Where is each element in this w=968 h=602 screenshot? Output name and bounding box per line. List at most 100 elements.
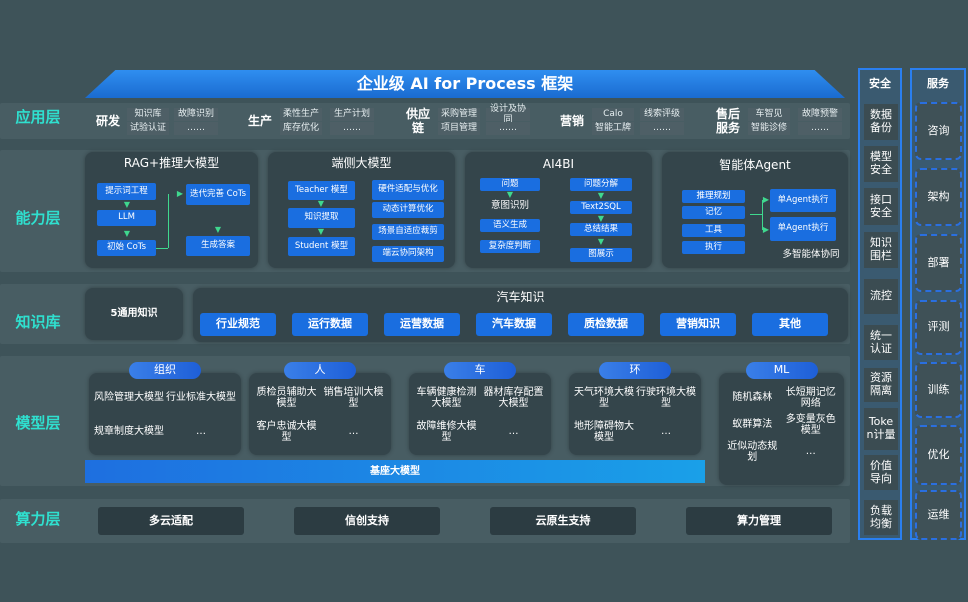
model-item[interactable]: 质检员辅助大模型 [256,386,317,410]
knowledge-item[interactable]: 汽车数据 [476,313,552,336]
app-cell[interactable]: 项目管理 [438,122,480,135]
ai4bi-step[interactable]: 总结结果 [570,223,632,236]
app-cell[interactable]: 库存优化 [280,122,322,135]
app-cell[interactable]: 知识库 [127,108,169,121]
knowledge-item[interactable]: 行业规范 [200,313,276,336]
rag-step[interactable]: 提示词工程 [97,183,156,200]
edge-step[interactable]: 动态计算优化 [372,202,444,218]
agent-step[interactable]: 执行 [682,241,745,254]
model-item[interactable]: … [348,426,359,438]
security-item[interactable]: 流控 [864,279,898,314]
service-item[interactable]: 咨询 [915,102,962,160]
compute-item[interactable]: 算力管理 [686,507,832,535]
knowledge-item[interactable]: 运营数据 [384,313,460,336]
app-cell[interactable]: 故障预警 [798,108,842,121]
app-cell[interactable]: 线索评级 [640,108,684,121]
security-item[interactable]: 模型安全 [864,146,898,182]
model-tag-3[interactable]: 环 [599,362,671,379]
model-item[interactable]: 客户忠诚大模型 [256,420,317,444]
app-cell[interactable]: 试验认证 [127,122,169,135]
service-item[interactable]: 架构 [915,168,962,226]
service-item[interactable]: 训练 [915,362,962,418]
model-item[interactable]: 地形障碍物大模型 [574,420,634,444]
knowledge-item[interactable]: 质检数据 [568,313,644,336]
ai4bi-step[interactable]: 语义生成 [480,219,540,232]
app-cell[interactable]: 车智见 [748,108,790,121]
security-item[interactable]: 数据备份 [864,104,898,140]
knowledge-item[interactable]: 运行数据 [292,313,368,336]
model-item[interactable]: … [661,426,671,438]
agent-step[interactable]: 单Agent执行 [770,217,836,241]
base-model-bar[interactable]: 基座大模型 [85,460,705,483]
compute-item[interactable]: 云原生支持 [490,507,636,535]
model-item[interactable]: 多变量灰色模型 [785,413,836,437]
edge-step[interactable]: Teacher 模型 [288,181,355,200]
rag-step[interactable]: 初始 CoTs [97,240,156,256]
model-item[interactable]: 随机森林 [732,392,773,404]
security-item[interactable]: 接口安全 [864,188,898,225]
service-item[interactable]: 评测 [915,300,962,355]
edge-step[interactable]: 端云协同架构 [372,246,444,262]
agent-step[interactable]: 推理规划 [682,190,745,203]
model-item[interactable]: 规章制度大模型 [94,426,164,438]
edge-step[interactable]: 场景自适应裁剪 [372,224,444,240]
ai4bi-step[interactable]: Text2SQL [570,201,632,214]
security-item[interactable]: 统一认证 [864,325,898,360]
security-item[interactable]: 资源隔离 [864,368,898,402]
model-item[interactable]: 风险管理大模型 [94,392,164,404]
service-item[interactable]: 运维 [915,490,962,540]
model-tag-1[interactable]: 人 [284,362,356,379]
app-cell[interactable]: 智能工牌 [592,122,634,135]
ai4bi-step[interactable]: 问题 [480,178,540,191]
model-tag-4[interactable]: ML [745,362,818,379]
knowledge-item[interactable]: 其他 [752,313,828,336]
model-item[interactable]: 天气环境大模型 [574,386,634,410]
app-cell[interactable]: 采购管理 [438,108,480,121]
app-cell[interactable]: …… [486,122,530,135]
model-item[interactable]: 蚁群算法 [732,419,773,431]
app-cell[interactable]: …… [330,122,374,135]
model-item[interactable]: … [805,446,816,458]
app-cell[interactable]: 故障识别 [174,108,218,121]
model-item[interactable]: 长短期记忆网络 [785,386,836,410]
app-cell[interactable]: …… [798,122,842,135]
rag-step[interactable]: LLM [97,210,156,226]
model-tag-0[interactable]: 组织 [129,362,201,379]
ai4bi-step[interactable]: 图展示 [570,248,632,262]
knowledge-item[interactable]: 营销知识 [660,313,736,336]
model-item[interactable]: 行业标准大模型 [166,392,236,404]
compute-item[interactable]: 信创支持 [294,507,440,535]
model-tag-2[interactable]: 车 [444,362,516,379]
ai4bi-step[interactable]: 复杂度判断 [480,240,540,253]
app-cell[interactable]: 设计及协同 [486,104,530,125]
service-item[interactable]: 部署 [915,234,962,292]
model-item[interactable]: 行驶环境大模型 [636,386,696,410]
edge-step[interactable]: 硬件适配与优化 [372,180,444,200]
service-item[interactable]: 优化 [915,425,962,485]
model-item[interactable]: … [508,426,519,438]
model-item[interactable]: … [196,426,206,438]
model-item[interactable]: 器材库存配置大模型 [483,386,544,410]
model-item[interactable]: 故障维修大模型 [416,420,477,444]
security-item[interactable]: 知识围栏 [864,232,898,268]
edge-step[interactable]: 知识提取 [288,208,355,228]
security-item[interactable]: 负载均衡 [864,500,898,535]
app-cell[interactable]: 柔性生产 [280,108,322,121]
ai4bi-step[interactable]: 问题分解 [570,178,632,191]
rag-step[interactable]: 生成答案 [186,236,250,256]
agent-step[interactable]: 单Agent执行 [770,189,836,212]
model-item[interactable]: 近似动态规划 [727,440,778,464]
edge-step[interactable]: Student 模型 [288,237,355,256]
security-item[interactable]: 价值导向 [864,455,898,490]
security-item[interactable]: Token计量 [864,408,898,450]
agent-step[interactable]: 工具 [682,224,745,237]
app-cell[interactable]: 智能诊修 [748,122,790,135]
model-item[interactable]: 车辆健康检测大模型 [416,386,477,410]
app-cell[interactable]: …… [640,122,684,135]
app-cell[interactable]: …… [174,122,218,135]
rag-step[interactable]: 迭代完善 CoTs [186,184,250,205]
agent-step[interactable]: 记忆 [682,206,745,219]
model-item[interactable]: 销售培训大模型 [323,386,384,410]
app-cell[interactable]: 生产计划 [330,108,374,121]
compute-item[interactable]: 多云适配 [98,507,244,535]
